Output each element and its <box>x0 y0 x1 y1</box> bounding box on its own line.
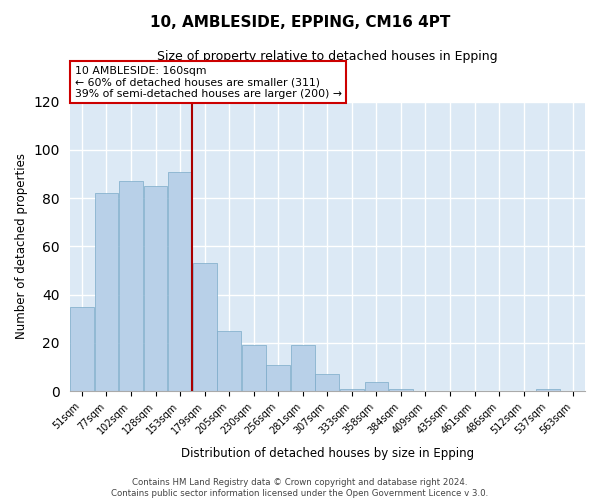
Title: Size of property relative to detached houses in Epping: Size of property relative to detached ho… <box>157 50 497 63</box>
Bar <box>365 382 388 392</box>
Bar <box>119 182 143 392</box>
Y-axis label: Number of detached properties: Number of detached properties <box>15 154 28 340</box>
Bar <box>70 307 94 392</box>
Bar <box>389 389 413 392</box>
Bar <box>217 331 241 392</box>
Bar <box>266 364 290 392</box>
Bar <box>95 194 118 392</box>
Bar <box>168 172 192 392</box>
Bar <box>316 374 339 392</box>
Bar <box>242 346 266 392</box>
Bar <box>143 186 167 392</box>
Text: 10 AMBLESIDE: 160sqm
← 60% of detached houses are smaller (311)
39% of semi-deta: 10 AMBLESIDE: 160sqm ← 60% of detached h… <box>75 66 342 99</box>
Bar <box>291 346 314 392</box>
X-axis label: Distribution of detached houses by size in Epping: Distribution of detached houses by size … <box>181 447 474 460</box>
Text: 10, AMBLESIDE, EPPING, CM16 4PT: 10, AMBLESIDE, EPPING, CM16 4PT <box>150 15 450 30</box>
Bar <box>193 264 217 392</box>
Bar <box>536 389 560 392</box>
Text: Contains HM Land Registry data © Crown copyright and database right 2024.
Contai: Contains HM Land Registry data © Crown c… <box>112 478 488 498</box>
Bar <box>340 389 364 392</box>
